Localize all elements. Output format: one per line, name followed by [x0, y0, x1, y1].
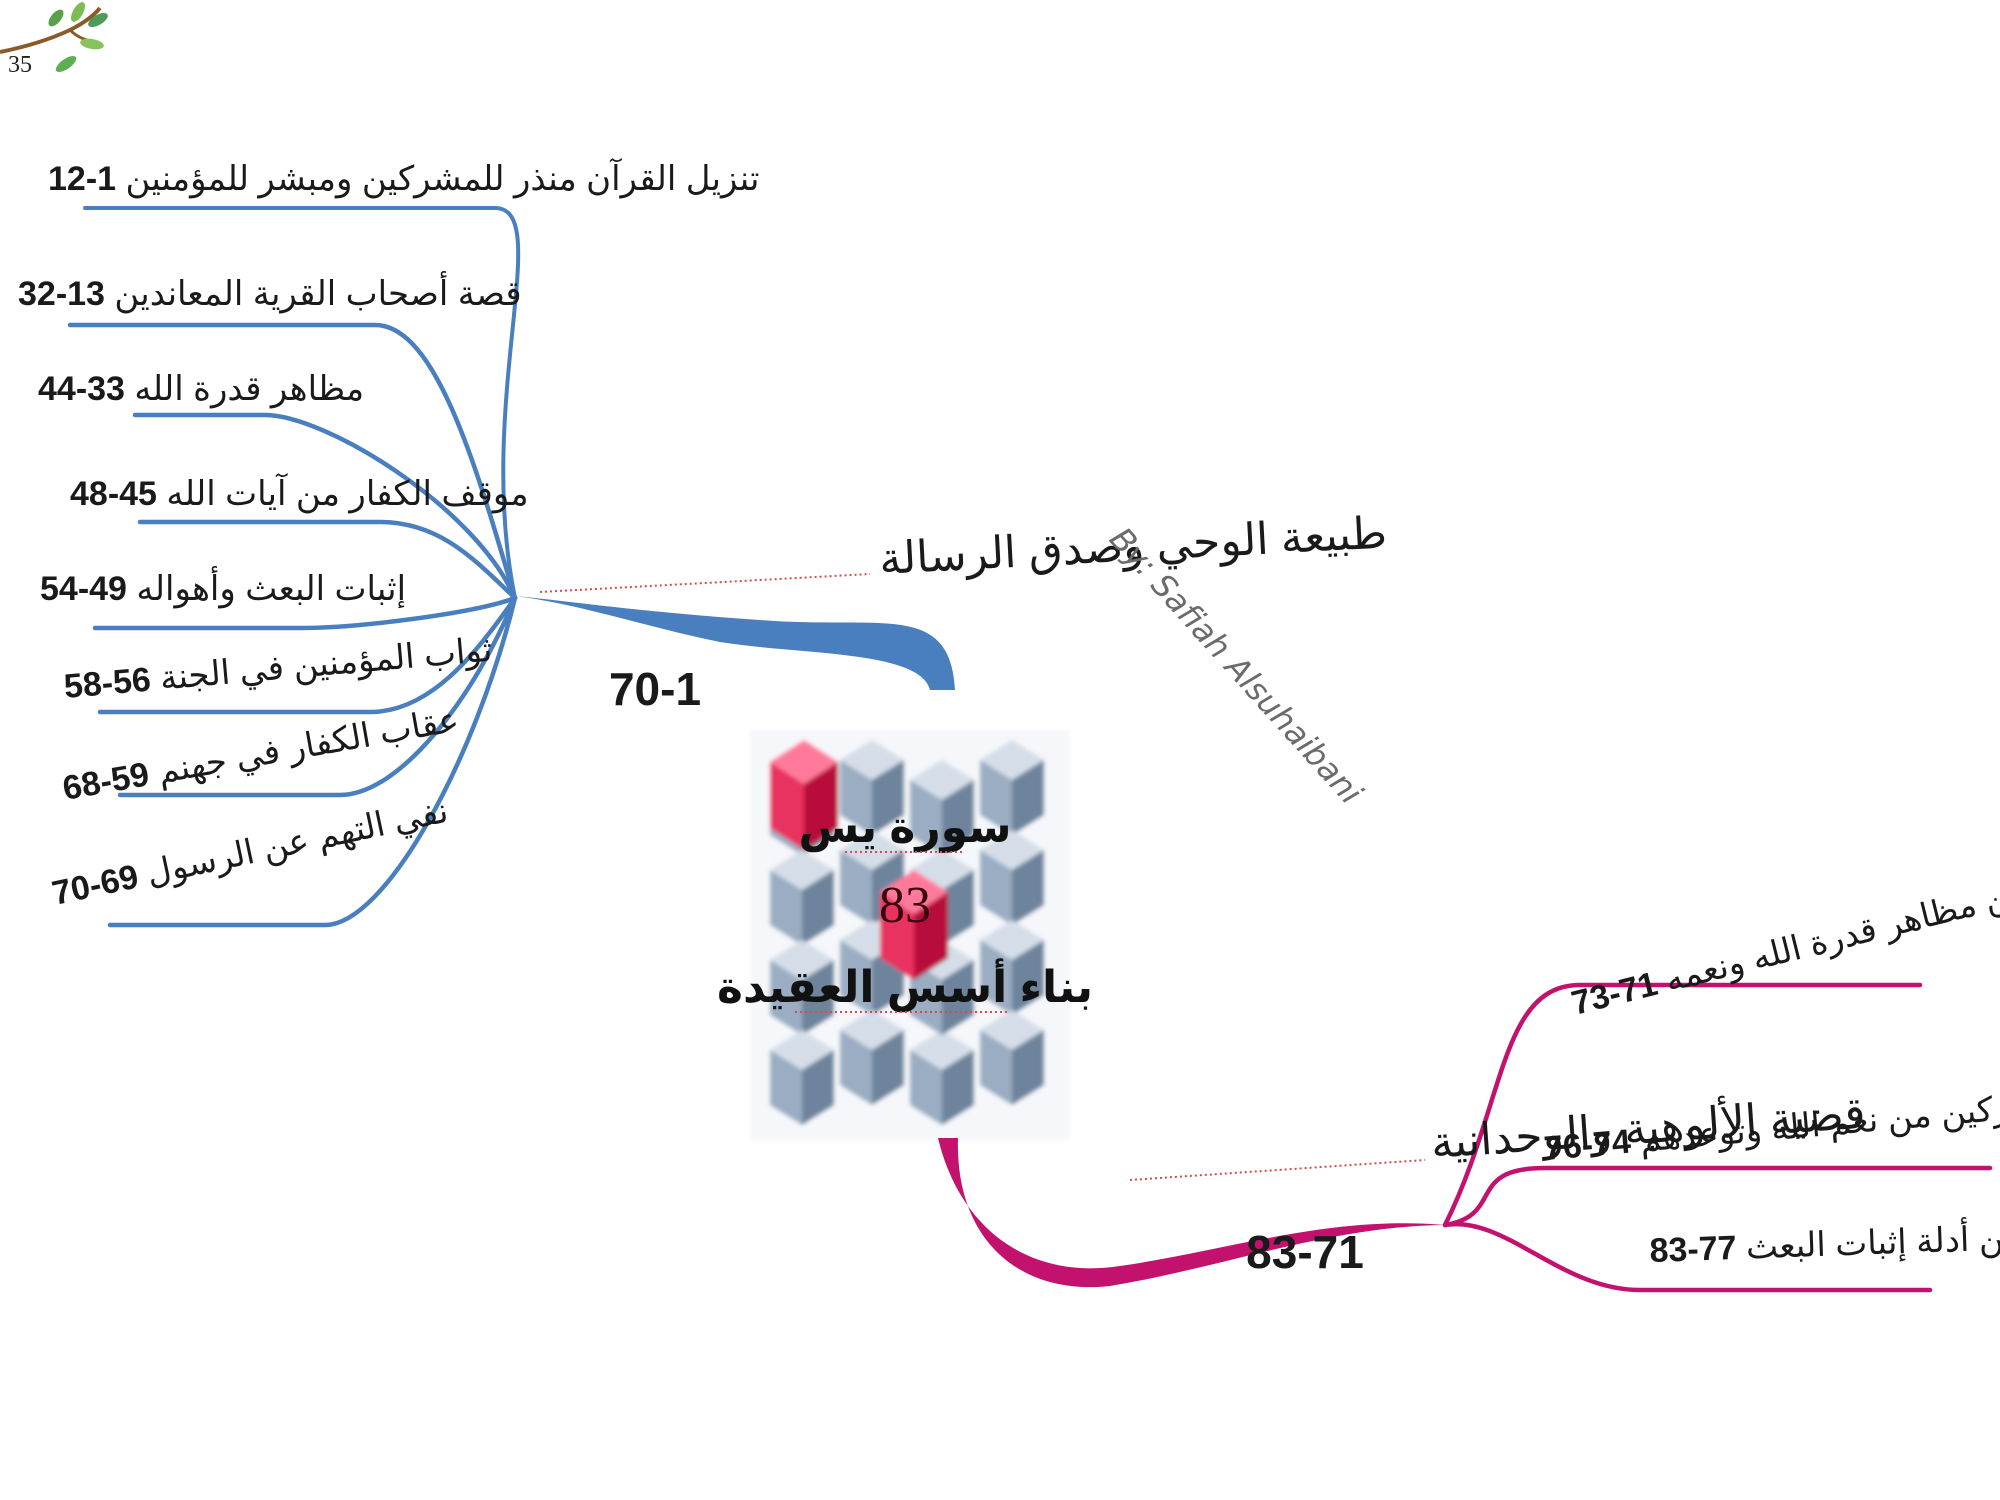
leaf-range: 70-69	[49, 856, 151, 913]
branch-1-leaf-connector	[97, 595, 518, 715]
branch-1-connectors	[67, 206, 955, 928]
leaf-label: تنزيل القرآن منذر للمشركين ومبشر للمؤمني…	[126, 158, 760, 199]
branch-2-leaf: 73-71 من مظاهر قدرة الله ونعمه	[1568, 872, 2000, 1023]
branch-1-leaf-connector	[67, 322, 518, 601]
leaf-label: قصة أصحاب القرية المعاندين	[114, 271, 521, 314]
branch-1-range: 70-1	[609, 663, 701, 715]
leaf-label: موقف المشركين من نعم الله وتوعدهم	[1638, 1075, 2000, 1161]
leaf-label: موقف الكفار من آيات الله	[166, 473, 528, 514]
leaf-label: نفي التهم عن الرسول	[143, 792, 452, 894]
branch-2-leaf-connector	[1442, 982, 1923, 1228]
branch-2-connectors	[938, 982, 1993, 1293]
branch-1-leaf-connector	[117, 595, 518, 798]
leaf-label: عقاب الكفار في جهنم	[155, 701, 462, 792]
branch-1-leaf: 54-49 إثبات البعث وأهواله	[40, 566, 406, 609]
branch-1-leaf: 48-45 موقف الكفار من آيات الله	[70, 473, 529, 514]
leaf-range: 83-77	[1649, 1229, 1747, 1270]
center-subtitle: بناء أسس العقيدة	[717, 958, 1093, 1012]
leaf-range: 48-45	[70, 475, 166, 513]
leaf-branch-icon	[0, 2, 108, 73]
leaf-label: من أدلة إثبات البعث	[1745, 1215, 2000, 1268]
center-image	[750, 730, 1070, 1140]
leaf-range: 54-49	[40, 570, 136, 608]
branch-2-leaf-connector	[1442, 1221, 1933, 1293]
branch-1-leaf: 70-69 نفي التهم عن الرسول	[49, 792, 452, 914]
leaf-label: مظاهر قدرة الله	[134, 370, 364, 409]
page-number: 35	[8, 52, 32, 78]
leaf-range: 32-13	[18, 275, 114, 313]
center-title: سورة يس	[798, 803, 1011, 853]
branch-1: طبيعة الوحي وصدق الرسالة 70-1 12-1 تنزيل…	[18, 158, 1388, 914]
branch-2-stem	[938, 1138, 1445, 1288]
branch-2: قضية الألوهية والوحدانية 83-71 73-71 من …	[1129, 872, 2000, 1278]
center-verse-count: 83	[879, 877, 931, 934]
leaf-label: من مظاهر قدرة الله ونعمه	[1661, 872, 2000, 1000]
branch-1-leaf-connector	[92, 595, 518, 631]
branch-1-leaf-connector	[137, 519, 518, 601]
branch-1-leaf: 68-59 عقاب الكفار في جهنم	[60, 701, 462, 809]
leaf-range: 44-33	[38, 370, 134, 408]
branch-1-leaf: 12-1 تنزيل القرآن منذر للمشركين ومبشر لل…	[48, 158, 759, 199]
branch-1-leaf: 32-13 قصة أصحاب القرية المعاندين	[18, 271, 522, 314]
branch-2-range: 83-71	[1246, 1226, 1364, 1278]
leaf-range: 58-56	[62, 660, 161, 706]
center-topic: سورة يس 83 بناء أسس العقيدة	[717, 803, 1093, 1013]
branch-1-leaf: 44-33 مظاهر قدرة الله	[38, 370, 364, 409]
branch-2-leaf: 83-77 من أدلة إثبات البعث	[1649, 1215, 2000, 1271]
branch-1-leaf: 58-56 ثواب المؤمنين في الجنة	[62, 631, 493, 707]
leaf-range: 76-74	[1542, 1122, 1641, 1168]
branch-1-stem	[515, 596, 955, 690]
leaf-range: 73-71	[1568, 963, 1671, 1023]
leaf-label: ثواب المؤمنين في الجنة	[158, 631, 493, 699]
leaf-range: 12-1	[48, 160, 126, 198]
branch-1-leaf-connector	[83, 206, 521, 600]
branch-2-leaf-connector	[1442, 1165, 1993, 1228]
branch-1-leaf-connector	[107, 595, 518, 928]
leaf-label: إثبات البعث وأهواله	[136, 566, 406, 609]
leaf-range: 68-59	[60, 754, 162, 808]
branch-1-leaf-connector	[132, 412, 518, 601]
